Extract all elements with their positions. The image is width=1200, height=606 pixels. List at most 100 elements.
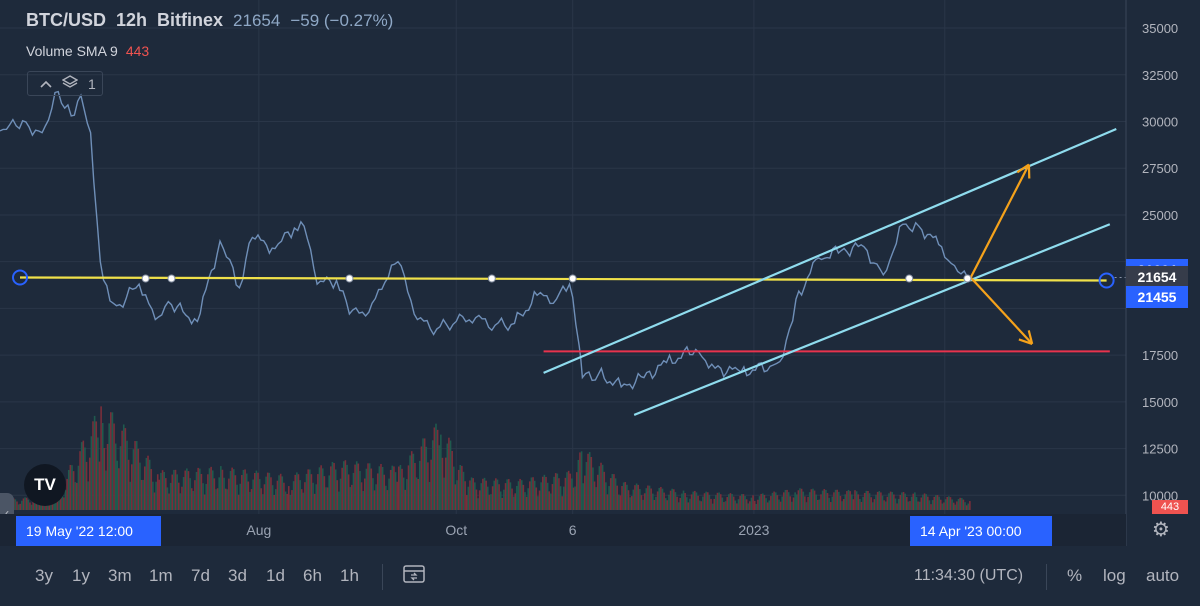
volume-bar: [511, 488, 513, 510]
volume-bar: [757, 499, 759, 510]
date-range-icon[interactable]: [402, 563, 426, 590]
symbol-name[interactable]: BTC/USD: [26, 10, 106, 30]
volume-bar: [724, 501, 727, 510]
price-axis[interactable]: 35000 32500 30000 27500 25000 17500 15000 12500…: [1142, 21, 1178, 503]
volume-bar: [846, 491, 848, 510]
tradingview-logo-icon[interactable]: TV: [24, 464, 66, 506]
volume-bar: [530, 477, 533, 510]
drawings[interactable]: [12, 127, 1126, 416]
volume-bar: [679, 497, 682, 510]
volume-bar: [792, 497, 795, 510]
range-3y-button[interactable]: 3y: [35, 566, 53, 585]
volume-bar: [554, 473, 557, 510]
volume-bar: [126, 440, 128, 510]
legend-collapse-button[interactable]: 1: [27, 71, 103, 96]
volume-bar: [697, 495, 699, 510]
volume-bar: [90, 436, 93, 510]
volume-bar: [776, 495, 779, 510]
volume-bar: [203, 494, 206, 510]
volume-bar: [611, 473, 614, 510]
volume-bar: [252, 479, 254, 510]
volume-bar: [634, 485, 636, 510]
volume-bar: [378, 466, 381, 510]
arrow-up-shaft: [969, 163, 1030, 278]
volume-bar: [708, 494, 711, 510]
volume-bar: [716, 492, 719, 510]
volume-bar: [300, 489, 303, 510]
volume-bar: [22, 498, 25, 510]
volume-bar: [838, 491, 840, 510]
volume-bar: [545, 476, 547, 510]
range-3d-button[interactable]: 3d: [228, 566, 247, 585]
volume-bar: [561, 496, 563, 510]
volume-bar: [587, 453, 589, 510]
volume-bar: [186, 468, 188, 510]
chart-canvas[interactable]: 35000 32500 30000 27500 25000 17500 15000 12500…: [0, 0, 1200, 546]
percent-scale-button[interactable]: %: [1067, 566, 1083, 585]
volume-bar: [941, 503, 944, 510]
volume-bar: [95, 421, 98, 510]
volume-bar: [520, 480, 523, 510]
toolbar-divider: [382, 564, 383, 590]
volume-bar: [826, 493, 829, 510]
volume-bar: [886, 496, 889, 510]
volume-bar: [341, 467, 343, 510]
volume-bar: [629, 497, 631, 510]
volume-bar: [669, 490, 672, 510]
volume-bar: [918, 501, 921, 510]
volume-bar: [465, 495, 468, 510]
volume-bar: [499, 491, 502, 510]
utc-clock[interactable]: 11:34:30 (UTC): [914, 567, 1024, 584]
log-scale-button[interactable]: log: [1103, 566, 1126, 585]
volume-bar: [271, 485, 274, 510]
range-6h-button[interactable]: 6h: [303, 566, 322, 585]
volume-bar: [255, 470, 258, 510]
volume-bar: [165, 478, 167, 510]
volume-bar: [275, 489, 277, 510]
volume-bar: [454, 484, 457, 510]
volume-indicator-label[interactable]: Volume SMA 9: [26, 43, 118, 59]
volume-bar: [627, 490, 630, 510]
volume-bar: [211, 470, 214, 510]
gear-icon[interactable]: ⚙: [1152, 519, 1170, 541]
volume-bar: [147, 455, 149, 510]
volume-bar: [936, 495, 939, 510]
exchange-name: Bitfinex: [157, 10, 224, 30]
volume-bar: [452, 466, 455, 510]
volume-bar: [888, 493, 890, 510]
volume-bar: [834, 489, 837, 510]
range-1m-button[interactable]: 1m: [149, 566, 173, 585]
interval-label[interactable]: 12h: [116, 10, 148, 30]
crosshair-start-time: 19 May '22 12:00: [16, 516, 161, 546]
volume-bar: [849, 491, 851, 510]
volume-bar: [927, 496, 929, 510]
volume-bar: [472, 478, 475, 510]
range-1h-button[interactable]: 1h: [340, 566, 359, 585]
volume-bar: [920, 497, 923, 510]
volume-bar: [207, 474, 209, 510]
volume-bar: [702, 496, 704, 510]
auto-scale-button[interactable]: auto: [1146, 566, 1180, 585]
range-1d-button[interactable]: 1d: [266, 566, 285, 585]
price-series: [0, 90, 971, 391]
volume-bar: [816, 499, 819, 510]
volume-bar: [29, 502, 31, 510]
volume-bar: [614, 478, 617, 510]
volume-bar: [409, 455, 411, 510]
range-1y-button[interactable]: 1y: [72, 566, 90, 585]
volume-bar: [422, 438, 424, 510]
volume-bar: [359, 471, 361, 510]
volume-bar: [124, 428, 127, 510]
volume-bar: [396, 481, 398, 510]
volume-bar: [841, 501, 843, 510]
range-3m-button[interactable]: 3m: [108, 566, 132, 585]
volume-bar: [842, 499, 845, 510]
volume-bar: [82, 440, 85, 510]
range-7d-button[interactable]: 7d: [191, 566, 210, 585]
volume-indicator-value: 443: [125, 43, 150, 59]
volume-bar: [325, 487, 327, 510]
volume-bar: [596, 474, 599, 510]
volume-bar: [867, 490, 869, 510]
channel-lower-line: [633, 223, 1111, 416]
arrow-down-shaft: [969, 276, 1033, 345]
